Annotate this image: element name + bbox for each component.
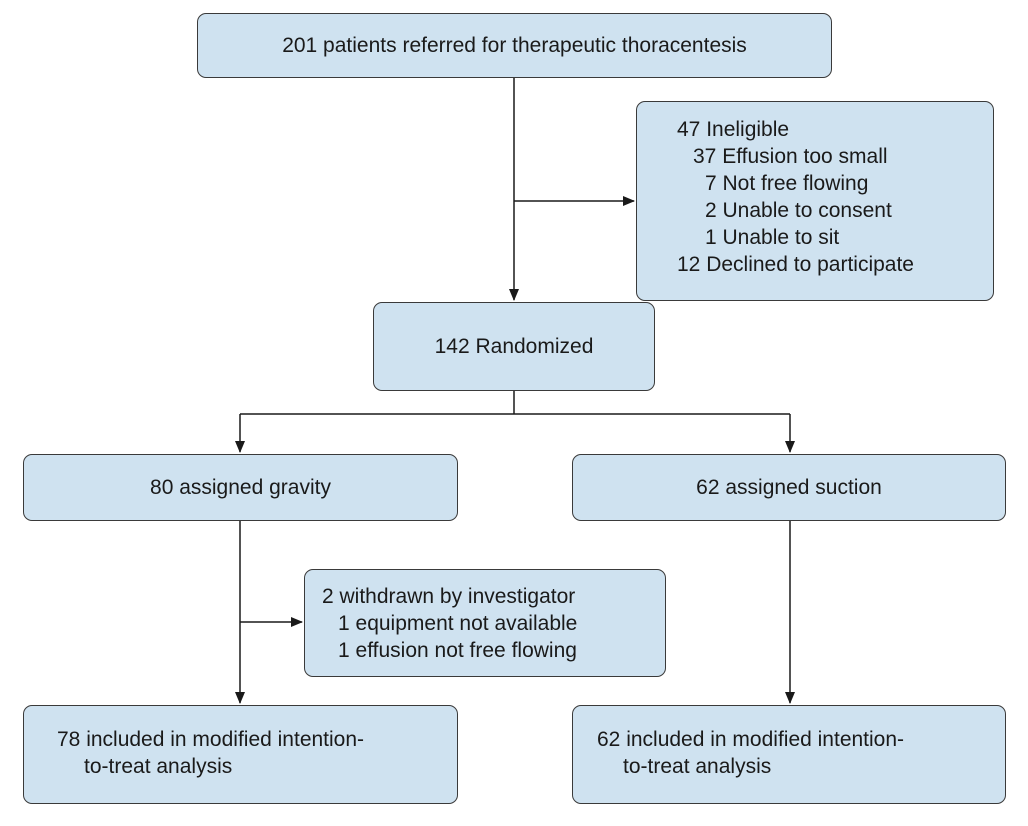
withdrawn-box: 2 withdrawn by investigator 1 equipment … — [304, 569, 666, 677]
ineligible-reason-not-free-flowing: 7 Not free flowing — [705, 172, 869, 195]
suction-analysis-line2: to-treat analysis — [623, 755, 772, 778]
gravity-text: 80 assigned gravity — [150, 476, 331, 499]
withdrawn-reason-effusion: 1 effusion not free flowing — [338, 639, 577, 662]
ineligible-reason-unable-to-sit: 1 Unable to sit — [705, 226, 840, 249]
randomized-box: 142 Randomized — [373, 302, 655, 391]
randomized-text: 142 Randomized — [434, 335, 594, 358]
suction-text: 62 assigned suction — [696, 476, 882, 499]
gravity-box: 80 assigned gravity — [23, 454, 458, 521]
declined-to-participate: 12 Declined to participate — [677, 253, 914, 276]
referred-text: 201 patients referred for therapeutic th… — [282, 34, 747, 57]
withdrawn-reason-equipment: 1 equipment not available — [338, 612, 578, 635]
ineligible-total: 47 Ineligible — [677, 118, 790, 141]
ineligible-reason-unable-to-consent: 2 Unable to consent — [705, 199, 892, 222]
referred-box: 201 patients referred for therapeutic th… — [197, 13, 832, 78]
gravity-analysis-line1: 78 included in modified intention- — [57, 728, 365, 751]
withdrawn-total: 2 withdrawn by investigator — [322, 585, 576, 608]
suction-analysis-line1: 62 included in modified intention- — [597, 728, 905, 751]
ineligible-reason-too-small: 37 Effusion too small — [693, 145, 888, 168]
gravity-analysis-line2: to-treat analysis — [84, 755, 233, 778]
gravity-analysis-box: 78 included in modified intention- to-tr… — [23, 705, 458, 804]
suction-analysis-box: 62 included in modified intention- to-tr… — [572, 705, 1006, 804]
ineligible-box: 47 Ineligible 37 Effusion too small 7 No… — [636, 101, 994, 301]
suction-box: 62 assigned suction — [572, 454, 1006, 521]
